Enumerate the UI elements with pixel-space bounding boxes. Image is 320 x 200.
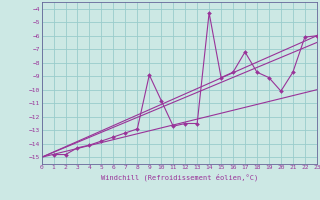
X-axis label: Windchill (Refroidissement éolien,°C): Windchill (Refroidissement éolien,°C) [100,173,258,181]
